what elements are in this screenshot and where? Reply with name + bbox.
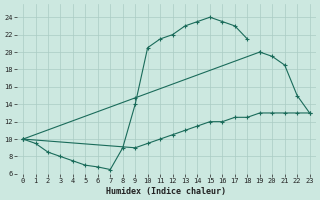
X-axis label: Humidex (Indice chaleur): Humidex (Indice chaleur) xyxy=(106,187,226,196)
